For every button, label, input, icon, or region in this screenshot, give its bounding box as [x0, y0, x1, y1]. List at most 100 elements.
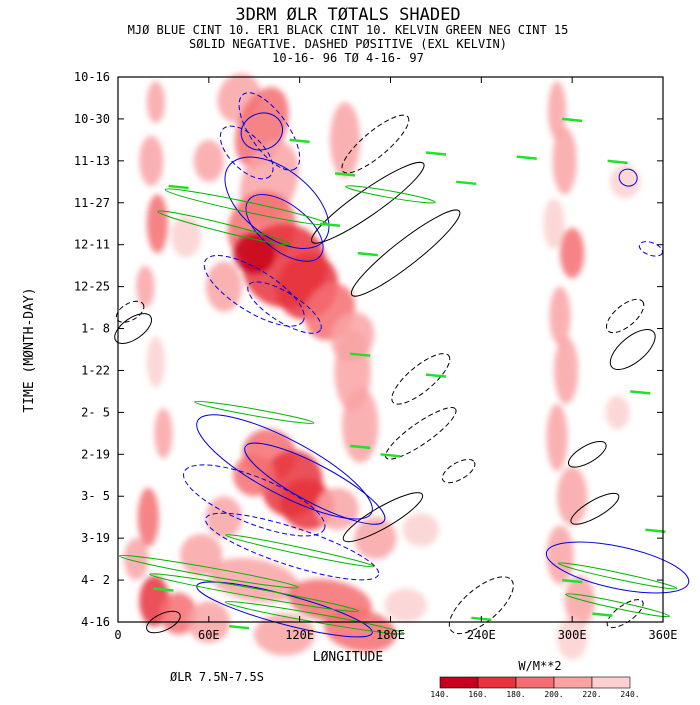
anomaly-contour [557, 562, 678, 590]
anomaly-contour [157, 210, 291, 246]
y-tick-label: 3-19 [81, 531, 110, 545]
kelvin-segment [425, 151, 447, 156]
kelvin-segment [153, 587, 174, 592]
olr-shade-blob [316, 487, 359, 530]
anomaly-contour [311, 161, 425, 244]
x-axis: 0 60E 120E 180E 240E 300E 360E [114, 77, 677, 642]
anomaly-contour [146, 610, 181, 634]
olr-shade-blob [564, 575, 595, 627]
kelvin-segment [425, 373, 447, 378]
anomaly-contour [225, 534, 375, 568]
y-tick-label: 12-25 [74, 280, 110, 294]
y-tick-label: 1- 8 [81, 322, 110, 336]
anomaly-contour [567, 440, 607, 468]
colorbar-level-label: 180. [506, 690, 525, 699]
olr-shade-blob [146, 81, 165, 124]
olr-shade-blob [233, 232, 276, 275]
kelvin-segment [357, 251, 378, 257]
olr-shade-blob [543, 198, 565, 249]
kelvin-segment [562, 117, 583, 123]
olr-shade-blob [546, 404, 568, 472]
anomaly-contour-layer [114, 92, 690, 638]
x-tick-label: 300E [558, 628, 587, 642]
y-axis: 10-16 10-30 11-13 11-27 12-11 12-25 1- 8 1-22 2-… [74, 70, 663, 629]
olr-shade-blob [136, 265, 155, 308]
anomaly-contour [609, 329, 656, 370]
olr-shade-blob [329, 102, 361, 178]
kelvin-segment [456, 180, 477, 186]
olr-shade-blob [546, 525, 574, 585]
olr-shading-layer [124, 73, 641, 660]
y-tick-label: 11-13 [74, 154, 110, 168]
chart-title: 3DRM ØLR TØTALS SHADED [235, 5, 460, 25]
y-tick-label: 12-11 [74, 238, 110, 252]
olr-shade-blob [124, 538, 149, 581]
kelvin-segment [562, 578, 583, 584]
kelvin-segment [516, 155, 537, 160]
plot-area [114, 73, 690, 660]
colorbar-swatch [553, 676, 593, 689]
anomaly-contour [606, 599, 644, 629]
anomaly-contour [565, 593, 670, 618]
anomaly-contour [115, 300, 145, 323]
anomaly-contour [441, 458, 476, 484]
anomaly-contour [244, 442, 386, 525]
y-tick-label: 2-19 [81, 447, 110, 461]
y-tick-label: 4- 2 [81, 573, 110, 587]
x-tick-label: 240E [467, 628, 496, 642]
kelvin-segment [289, 138, 310, 144]
olr-shade-blob [549, 286, 571, 346]
olr-shade-blob [254, 613, 315, 656]
colorbar: 140. 160. 180. 200. 220. 240. [430, 676, 640, 699]
kelvin-segment [380, 453, 401, 458]
olr-shade-blob [180, 533, 223, 576]
y-tick-label: 11-27 [74, 196, 110, 210]
olr-shade-blob [205, 261, 243, 312]
kelvin-segment [350, 352, 371, 357]
olr-shade-blob [139, 135, 164, 187]
y-tick-label: 2- 5 [81, 405, 110, 419]
kelvin-segment [168, 184, 189, 190]
olr-shade-blob [605, 395, 630, 430]
anomaly-contour [247, 281, 322, 334]
anomaly-contour [114, 313, 153, 344]
colorbar-swatch [515, 676, 555, 689]
olr-shade-blob [154, 408, 173, 459]
kelvin-segment [334, 172, 356, 177]
kelvin-segment [645, 528, 666, 534]
kelvin-segment [630, 390, 651, 395]
x-tick-label: 180E [376, 628, 405, 642]
kelvin-segment [319, 222, 341, 227]
anomaly-contour [385, 407, 457, 460]
anomaly-contour [203, 255, 305, 327]
region-label: ØLR 7.5N-7.5S [170, 670, 264, 684]
olr-shade-blob [233, 454, 276, 497]
anomaly-contour [240, 112, 283, 151]
olr-shade-blob [205, 496, 243, 539]
y-tick-label: 10-30 [74, 112, 110, 126]
anomaly-contour [448, 576, 514, 635]
kelvin-segment [607, 159, 628, 165]
y-axis-label: TIME (MØNTH-DAY) [22, 287, 37, 412]
anomaly-contour [605, 298, 645, 334]
colorbar-level-label: 240. [620, 690, 639, 699]
kelvin-segment [350, 444, 371, 450]
olr-shade-blob [146, 194, 168, 254]
olr-shade-blob [146, 336, 165, 388]
olr-shade-blob [137, 487, 159, 547]
anomaly-contour [196, 414, 373, 520]
olr-shade-blob [557, 466, 588, 526]
olr-shade-blob [170, 215, 202, 258]
anomaly-contour [238, 92, 301, 171]
anomaly-contour [570, 492, 620, 525]
x-tick-label: 360E [649, 628, 678, 642]
colorbar-swatch [591, 676, 631, 689]
olr-shade-blob [384, 588, 427, 622]
olr-shade-blob [209, 557, 300, 603]
anomaly-contour [149, 573, 360, 613]
olr-shade-blob [547, 81, 567, 140]
olr-shade-blob [193, 139, 224, 182]
anomaly-contour [638, 241, 663, 257]
anomaly-contour [341, 114, 410, 174]
